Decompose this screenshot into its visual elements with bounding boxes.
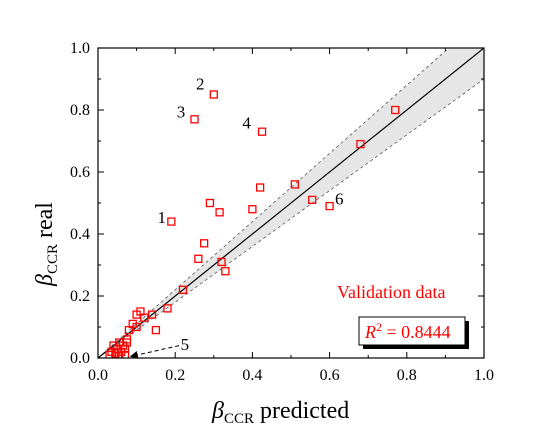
x-tick-label: 0.4 bbox=[242, 367, 262, 384]
data-point bbox=[120, 344, 130, 353]
data-point bbox=[163, 304, 172, 313]
y-tick-labels: 0.0 0.2 0.4 0.6 0.8 1.0 bbox=[70, 40, 90, 367]
band-lower-line bbox=[98, 78, 484, 358]
reference-line bbox=[98, 48, 484, 358]
x-tick-label: 0.8 bbox=[397, 367, 417, 384]
data-point bbox=[215, 208, 224, 217]
annotation-label: 4 bbox=[242, 113, 251, 132]
y-tick-label: 0.8 bbox=[70, 102, 90, 119]
annotation-label: 3 bbox=[177, 103, 186, 122]
data-point bbox=[194, 254, 203, 263]
r2-value: = 0.8444 bbox=[382, 322, 451, 342]
y-tick-label: 0.0 bbox=[70, 350, 90, 367]
data-point bbox=[356, 139, 365, 149]
data-point bbox=[199, 239, 209, 248]
y-tick-label: 0.4 bbox=[70, 226, 90, 243]
x-tick-label: 1.0 bbox=[474, 367, 494, 384]
x-axis-title: βCCR predicted bbox=[211, 398, 349, 427]
x-tick-label: 0.0 bbox=[88, 367, 108, 384]
data-point bbox=[132, 322, 141, 332]
data-point bbox=[120, 350, 130, 358]
x-tick-label: 0.2 bbox=[165, 367, 185, 384]
annotation-label: 1 bbox=[157, 208, 166, 227]
annotation-label: 6 bbox=[335, 189, 344, 208]
annotation-label: 5 bbox=[181, 335, 190, 354]
data-point bbox=[308, 195, 317, 205]
data-point bbox=[248, 205, 257, 214]
x-tick-labels: 0.0 0.2 0.4 0.6 0.8 1.0 bbox=[88, 367, 494, 384]
svg-text:R2 = 0.8444: R2 = 0.8444 bbox=[364, 320, 451, 342]
data-point bbox=[255, 183, 265, 192]
data-point bbox=[209, 90, 218, 99]
r2-superscript: 2 bbox=[376, 320, 382, 334]
data-point bbox=[290, 180, 300, 189]
data-point bbox=[205, 198, 215, 208]
data-point bbox=[178, 285, 188, 294]
data-point bbox=[140, 313, 149, 322]
data-point bbox=[151, 325, 161, 335]
y-tick-label: 0.2 bbox=[70, 288, 90, 305]
x-tick-label: 0.6 bbox=[320, 367, 340, 384]
axis-ticks bbox=[97, 47, 485, 359]
data-point bbox=[167, 217, 176, 226]
data-point bbox=[325, 201, 334, 211]
annotation-5-arrow bbox=[129, 345, 180, 359]
data-point bbox=[257, 127, 267, 136]
annotation-label: 2 bbox=[196, 75, 205, 94]
r2-box: R2 = 0.8444 bbox=[358, 316, 469, 349]
legend-label: Validation data bbox=[337, 282, 445, 302]
data-point bbox=[217, 257, 226, 267]
band-upper-line bbox=[98, 48, 450, 358]
y-tick-label: 0.6 bbox=[70, 164, 90, 181]
data-point bbox=[221, 267, 230, 276]
plot-area bbox=[98, 48, 484, 358]
r2-symbol: R bbox=[364, 322, 376, 342]
data-point bbox=[147, 310, 157, 319]
data-points bbox=[105, 90, 400, 358]
y-axis-title: βCCR real bbox=[32, 202, 61, 287]
data-point bbox=[190, 115, 199, 124]
data-point bbox=[391, 105, 400, 115]
data-point bbox=[115, 352, 124, 358]
y-tick-label: 1.0 bbox=[70, 40, 90, 57]
data-point bbox=[122, 338, 132, 347]
